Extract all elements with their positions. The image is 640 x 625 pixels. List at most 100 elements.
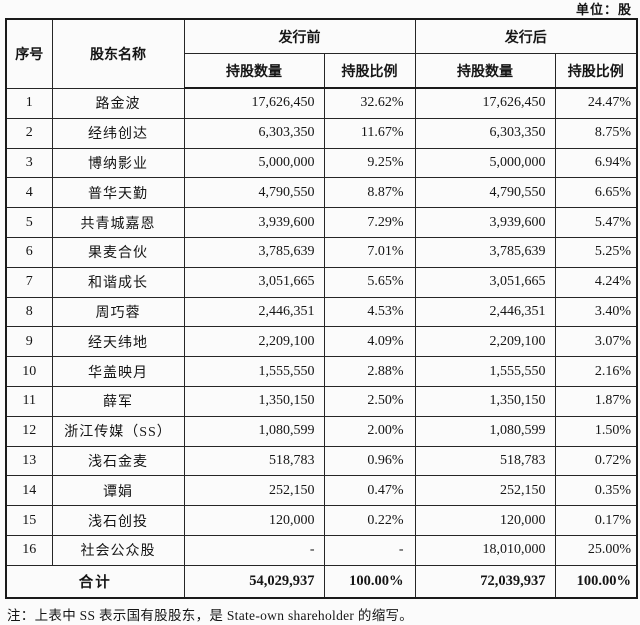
row-index: 9 xyxy=(5,326,53,358)
post-shares: 1,080,599 xyxy=(414,415,556,447)
total-label: 合计 xyxy=(5,564,185,599)
shareholder-name: 普华天勤 xyxy=(51,177,185,209)
pre-shares: 518,783 xyxy=(183,445,325,477)
post-ratio: 0.35% xyxy=(554,475,638,507)
table-row: 4 普华天勤 4,790,550 8.87% 4,790,550 6.65% xyxy=(5,177,638,209)
post-shares: 1,555,550 xyxy=(414,356,556,387)
header-pre-shares: 持股数量 xyxy=(183,53,325,89)
table-row: 16 社会公众股 - -18,010,000 25.00% xyxy=(5,534,638,566)
post-shares: 3,051,665 xyxy=(414,266,556,298)
pre-ratio: 4.09% xyxy=(323,326,416,358)
pre-ratio: 8.87% xyxy=(323,177,416,209)
pre-shares: 120,000 xyxy=(183,505,325,536)
pre-shares: 252,150 xyxy=(183,475,325,507)
header-row-top: 序号 股东名称 发行前 发行后 xyxy=(5,18,638,89)
shareholder-name: 路金波 xyxy=(51,87,185,119)
table-row: 11 薛军 1,350,150 2.50% 1,350,150 1.87% xyxy=(5,385,638,417)
total-pre-ratio: 100.00% xyxy=(323,564,416,599)
pre-shares: 1,080,599 xyxy=(183,415,325,447)
table-row: 13 浅石金麦 518,783 0.96% 518,783 0.72% xyxy=(5,445,638,477)
post-shares: 17,626,450 xyxy=(414,87,556,119)
shareholder-name: 和谐成长 xyxy=(51,266,185,298)
post-ratio: 3.07% xyxy=(554,326,638,358)
row-index: 5 xyxy=(5,207,53,238)
table-row: 6 果麦合伙 3,785,639 7.01% 3,785,639 5.25% xyxy=(5,236,638,268)
pre-shares: 1,555,550 xyxy=(183,356,325,387)
post-ratio: 25.00% xyxy=(554,534,638,566)
row-index: 14 xyxy=(5,475,53,507)
pre-shares: 4,790,550 xyxy=(183,177,325,209)
pre-ratio: 2.50% xyxy=(323,385,416,417)
pre-ratio: 0.22% xyxy=(323,505,416,536)
post-ratio: 2.16% xyxy=(554,356,638,387)
post-shares: 2,209,100 xyxy=(414,326,556,358)
shareholder-name: 共青城嘉恩 xyxy=(51,207,185,238)
table-row: 5 共青城嘉恩 3,939,600 7.29% 3,939,600 5.47% xyxy=(5,207,638,238)
shareholder-name: 经天纬地 xyxy=(51,326,185,358)
header-shareholder-name: 股东名称 xyxy=(51,18,185,89)
pre-shares: 2,446,351 xyxy=(183,296,325,328)
post-shares: 5,000,000 xyxy=(414,147,556,179)
post-ratio: 5.47% xyxy=(554,207,638,238)
pre-ratio: 7.29% xyxy=(323,207,416,238)
total-post-shares: 72,039,937 xyxy=(414,564,556,599)
row-index: 2 xyxy=(5,117,53,149)
table-row: 2 经纬创达 6,303,350 11.67% 6,303,350 8.75% xyxy=(5,117,638,149)
pre-ratio: 7.01% xyxy=(323,236,416,268)
pre-shares: 3,051,665 xyxy=(183,266,325,298)
post-ratio: 1.87% xyxy=(554,385,638,417)
post-ratio: 0.17% xyxy=(554,505,638,536)
pre-shares: - xyxy=(183,534,325,566)
row-index: 8 xyxy=(5,296,53,328)
pre-ratio: - xyxy=(323,534,416,566)
row-index: 13 xyxy=(5,445,53,477)
table-row: 3 博纳影业 5,000,000 9.25% 5,000,000 6.94% xyxy=(5,147,638,179)
pre-ratio: 2.88% xyxy=(323,356,416,387)
table-row: 7 和谐成长 3,051,665 5.65% 3,051,665 4.24% xyxy=(5,266,638,298)
pre-ratio: 5.65% xyxy=(323,266,416,298)
post-ratio: 8.75% xyxy=(554,117,638,149)
table-row: 1 路金波 17,626,450 32.62% 17,626,450 24.47% xyxy=(5,87,638,119)
row-index: 15 xyxy=(5,505,53,536)
table-row: 14 谭娟 252,150 0.47% 252,150 0.35% xyxy=(5,475,638,507)
post-ratio: 6.94% xyxy=(554,147,638,179)
post-shares: 3,785,639 xyxy=(414,236,556,268)
header-post-ratio: 持股比例 xyxy=(554,53,638,89)
total-row: 合计 54,029,937 100.00% 72,039,937 100.00% xyxy=(5,564,638,599)
table-row: 12 浙江传媒（SS） 1,080,599 2.00% 1,080,599 1.50% xyxy=(5,415,638,447)
pre-shares: 1,350,150 xyxy=(183,385,325,417)
shareholder-name: 果麦合伙 xyxy=(51,236,185,268)
header-pre-ratio: 持股比例 xyxy=(323,53,416,89)
pre-ratio: 11.67% xyxy=(323,117,416,149)
shareholder-name: 经纬创达 xyxy=(51,117,185,149)
pre-ratio: 2.00% xyxy=(323,415,416,447)
shareholder-name: 华盖映月 xyxy=(51,356,185,387)
post-shares: 2,446,351 xyxy=(414,296,556,328)
pre-shares: 5,000,000 xyxy=(183,147,325,179)
pre-shares: 6,303,350 xyxy=(183,117,325,149)
post-shares: 6,303,350 xyxy=(414,117,556,149)
pre-ratio: 9.25% xyxy=(323,147,416,179)
shareholder-name: 浙江传媒（SS） xyxy=(51,415,185,447)
row-index: 3 xyxy=(5,147,53,179)
post-ratio: 6.65% xyxy=(554,177,638,209)
header-post-shares: 持股数量 xyxy=(414,53,556,89)
table-row: 8 周巧蓉 2,446,351 4.53% 2,446,351 3.40% xyxy=(5,296,638,328)
post-ratio: 4.24% xyxy=(554,266,638,298)
post-shares: 3,939,600 xyxy=(414,207,556,238)
total-post-ratio: 100.00% xyxy=(554,564,638,599)
post-ratio: 1.50% xyxy=(554,415,638,447)
shareholder-name: 谭娟 xyxy=(51,475,185,507)
header-index: 序号 xyxy=(5,18,53,89)
table-row: 15 浅石创投 120,000 0.22% 120,000 0.17% xyxy=(5,505,638,536)
post-shares: 18,010,000 xyxy=(414,534,556,566)
post-shares: 1,350,150 xyxy=(414,385,556,417)
total-pre-shares: 54,029,937 xyxy=(183,564,325,599)
row-index: 11 xyxy=(5,385,53,417)
pre-shares: 3,939,600 xyxy=(183,207,325,238)
row-index: 4 xyxy=(5,177,53,209)
shareholder-table: 序号 股东名称 发行前 发行后 持股数量 持股比例 持股数量 持股比例 1 路金波… xyxy=(5,18,638,599)
row-index: 7 xyxy=(5,266,53,298)
footnote: 注：上表中 SS 表示国有股股东，是 State-own shareholder… xyxy=(7,607,414,623)
post-shares: 518,783 xyxy=(414,445,556,477)
